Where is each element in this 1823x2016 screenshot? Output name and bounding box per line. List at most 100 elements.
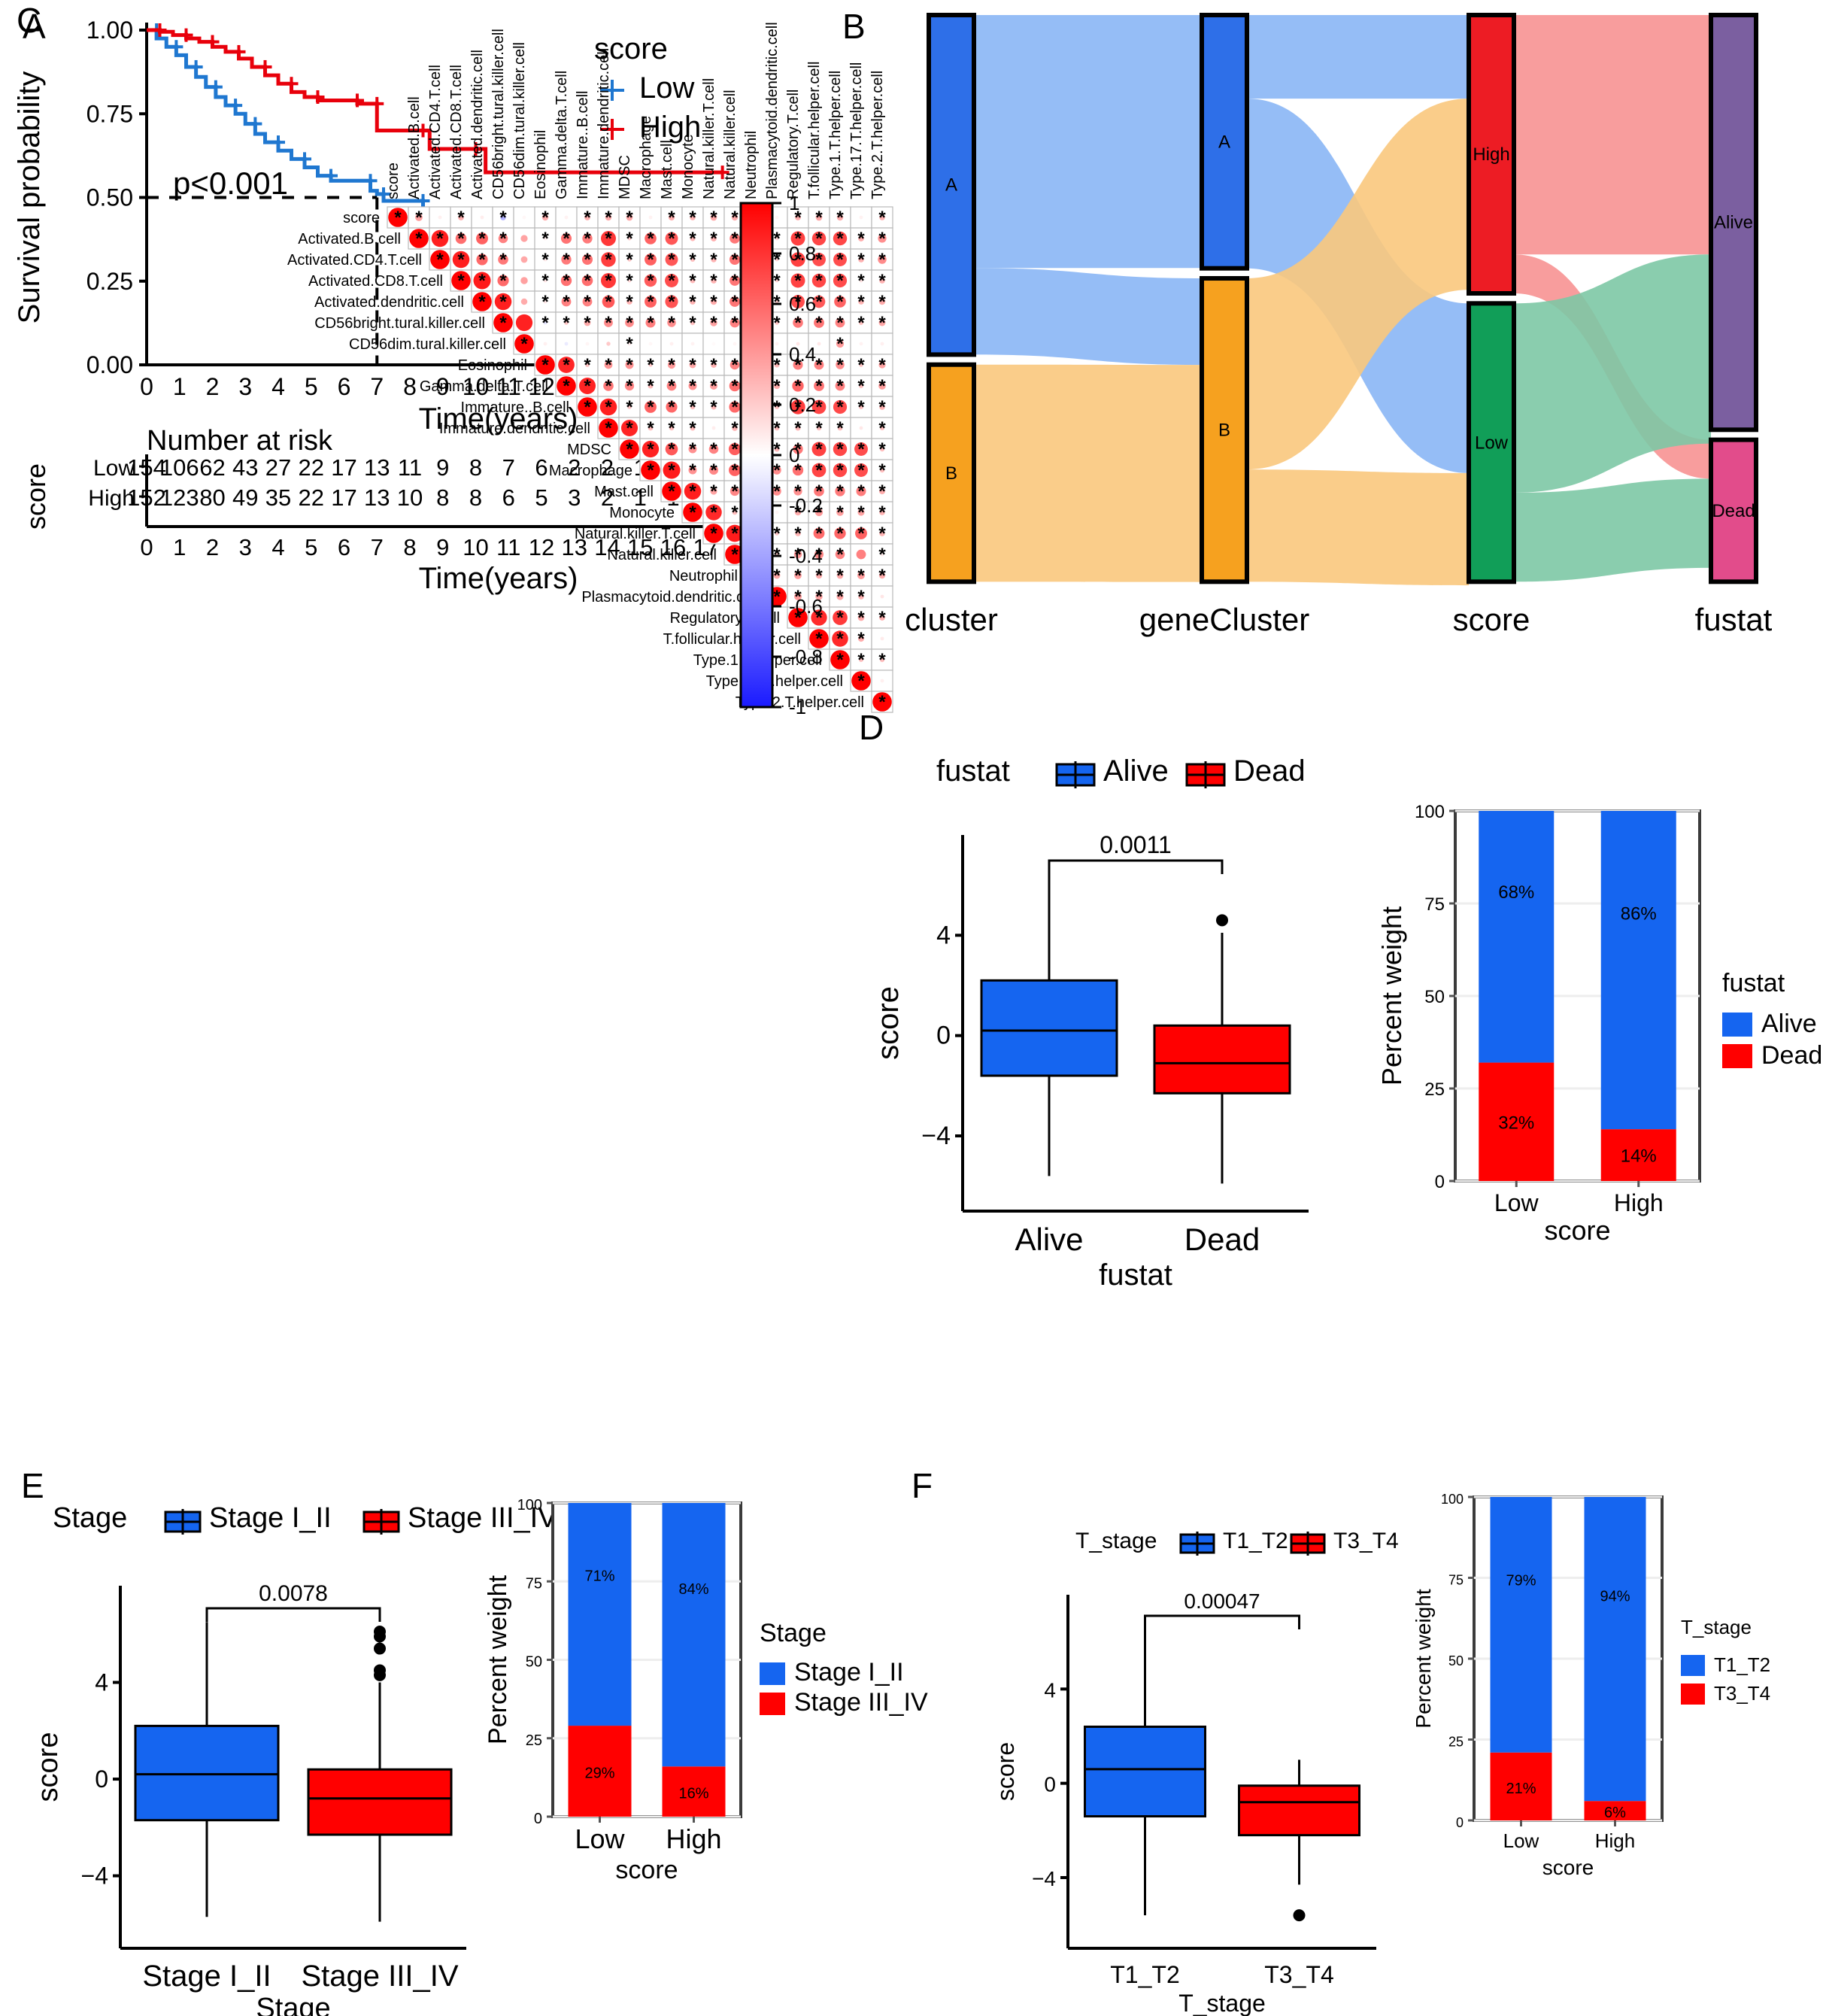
- corr-row-label: score: [343, 210, 380, 226]
- box-legend-label[interactable]: Stage III_IV: [408, 1502, 557, 1534]
- bar-y-tick: 50: [1424, 987, 1445, 1007]
- corr-significance-star: *: [836, 460, 844, 481]
- box-outlier: [374, 1668, 386, 1681]
- corr-significance-star: *: [815, 418, 823, 439]
- alluvial-flow: [1514, 478, 1711, 582]
- corr-cell: [702, 227, 725, 250]
- corr-bubble: [773, 572, 781, 579]
- bar-x-axis-label: score: [1542, 1856, 1594, 1879]
- panel-c-label: C: [17, 1, 42, 40]
- corr-row-label: Monocyte: [609, 505, 675, 521]
- bar-legend-label[interactable]: T3_T4: [1714, 1682, 1770, 1705]
- box-legend-label[interactable]: Alive: [1103, 754, 1169, 788]
- alluvial-node-a[interactable]: [927, 13, 976, 357]
- box-y-tick: 0: [936, 1022, 951, 1050]
- corr-colorbar: [739, 202, 774, 709]
- corr-bubble: [878, 319, 886, 326]
- alluvial-node-high[interactable]: [1467, 13, 1516, 296]
- bar-legend-label[interactable]: Dead: [1761, 1041, 1822, 1070]
- bar-legend-label[interactable]: T1_T2: [1714, 1653, 1770, 1676]
- corr-row-label: Immature..B.cell: [461, 399, 569, 416]
- corr-bubble: [690, 320, 696, 326]
- alluvial-node-b[interactable]: [1200, 276, 1249, 584]
- corr-bubble: [812, 295, 826, 308]
- corr-bubble: [626, 299, 632, 305]
- corr-bubble: [836, 214, 844, 221]
- corr-bubble: [795, 530, 801, 536]
- bar-y-axis-label: Percent weight: [484, 1574, 512, 1744]
- corr-bubble: [879, 530, 885, 536]
- box-rect: [1084, 1725, 1206, 1818]
- box-legend-title: Stage: [53, 1502, 127, 1534]
- corr-significance-star: *: [815, 524, 823, 544]
- corr-col-label: Eosinophil: [532, 130, 549, 199]
- corr-significance-star: *: [689, 250, 696, 270]
- box-legend-label[interactable]: Dead: [1233, 754, 1306, 788]
- corr-colorbar-tick: 0: [789, 444, 799, 466]
- alluvial-axis-label: score: [1453, 602, 1530, 637]
- risk-table-cell: 152: [127, 484, 166, 511]
- box-legend-label[interactable]: T3_T4: [1333, 1529, 1399, 1553]
- risk-table-cell: 35: [265, 484, 291, 511]
- corr-significance-star: *: [710, 524, 717, 544]
- corr-bubble: [814, 486, 824, 496]
- risk-table-cell: 62: [199, 454, 225, 481]
- alluvial-flow: [974, 364, 1202, 582]
- km-x-tick: 9: [436, 373, 450, 400]
- risk-table-x-tick: 13: [562, 534, 587, 560]
- corr-bubble: [729, 464, 741, 476]
- box-x-tick: T1_T2: [1110, 1961, 1179, 1988]
- corr-row-label: Gamma.delta.T.cell: [420, 378, 548, 395]
- corr-bubble: [854, 463, 868, 477]
- box-legend-label[interactable]: T1_T2: [1223, 1529, 1288, 1553]
- corr-bubble: [522, 215, 526, 220]
- alluvial-node-dead[interactable]: [1709, 437, 1758, 584]
- bar-legend-label[interactable]: Stage I_II: [794, 1658, 904, 1687]
- risk-table-cell: 17: [331, 454, 356, 481]
- corr-bubble: [730, 233, 740, 244]
- corr-row-label: Plasmacytoid.dendritic.cell: [581, 589, 759, 606]
- corr-significance-star: *: [668, 355, 675, 375]
- corr-bubble: [790, 231, 805, 246]
- corr-significance-star: *: [710, 229, 717, 249]
- corr-significance-star: *: [857, 250, 865, 270]
- corr-significance-star: *: [647, 418, 654, 439]
- bar-segment: [1600, 1129, 1676, 1181]
- corr-bubble: [791, 295, 805, 308]
- corr-bubble: [666, 401, 678, 413]
- corr-bubble: [604, 318, 613, 327]
- bar-value-label: 94%: [1600, 1588, 1630, 1605]
- box-legend-label[interactable]: Stage I_II: [209, 1502, 332, 1534]
- corr-bubble: [856, 549, 866, 560]
- alluvial-node-b[interactable]: [927, 362, 976, 584]
- alluvial-node-a[interactable]: [1200, 13, 1249, 271]
- corr-bubble: [690, 342, 695, 346]
- bar-y-tick: 25: [526, 1732, 542, 1749]
- km-legend-item[interactable]: High: [639, 111, 701, 144]
- km-legend-item[interactable]: Low: [639, 71, 694, 105]
- corr-bubble: [854, 442, 868, 456]
- corr-bubble: [599, 418, 618, 438]
- corr-bubble: [859, 278, 863, 283]
- alluvial-node-low[interactable]: [1467, 301, 1516, 584]
- box-rect: [1153, 1024, 1291, 1095]
- corr-bubble: [690, 404, 696, 410]
- bar-segment: [1490, 1497, 1552, 1753]
- corr-bubble: [833, 610, 848, 625]
- alluvial-node-alive[interactable]: [1709, 13, 1758, 433]
- corr-significance-star: *: [836, 229, 844, 249]
- km-x-axis-label: Time(years): [419, 402, 578, 436]
- corr-significance-star: *: [794, 292, 802, 312]
- corr-row-label: MDSC: [567, 442, 611, 458]
- corr-colorbar-tick: -0.6: [789, 595, 823, 618]
- corr-significance-star: *: [563, 271, 570, 291]
- bar-legend-label[interactable]: Stage III_IV: [794, 1688, 928, 1717]
- corr-col-label: Activated.CD4.T.cell: [427, 65, 444, 199]
- corr-bubble: [878, 382, 886, 390]
- bar-legend-label[interactable]: Alive: [1761, 1010, 1817, 1038]
- corr-significance-star: *: [457, 208, 465, 228]
- corr-bubble: [793, 487, 802, 496]
- corr-bubble: [772, 487, 781, 496]
- corr-significance-star: *: [478, 250, 486, 270]
